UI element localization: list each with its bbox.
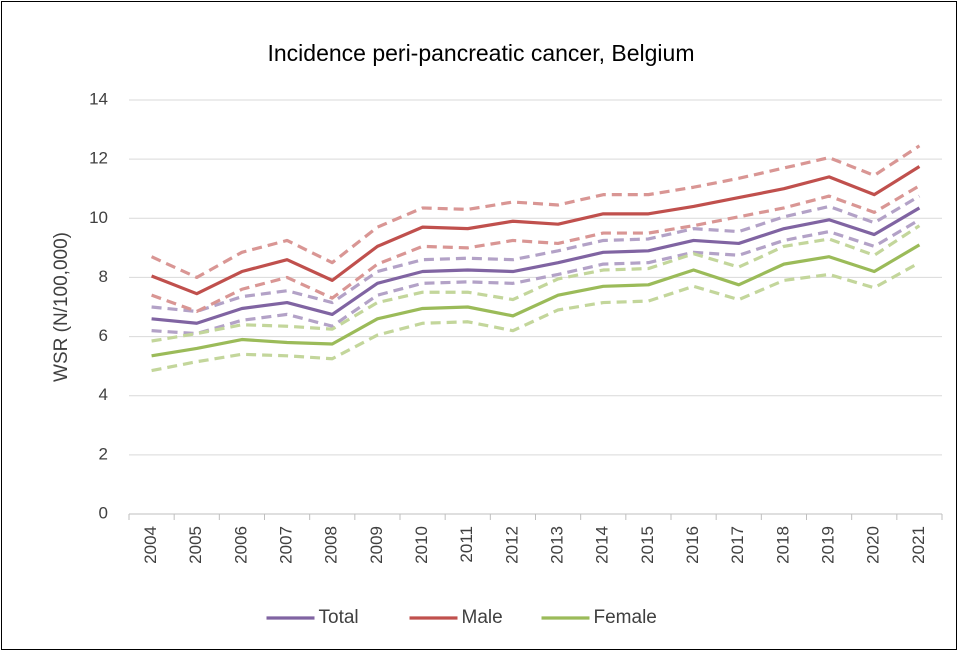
- y-tick-label: 10: [89, 208, 108, 227]
- y-tick-label: 4: [99, 385, 108, 404]
- x-tick-label: 2019: [819, 526, 838, 564]
- ci-line: [151, 224, 921, 343]
- x-tick-label: 2009: [367, 526, 386, 564]
- series-line: [151, 243, 921, 358]
- x-tick-label: 2020: [864, 526, 883, 564]
- x-tick-label: 2011: [457, 526, 476, 563]
- ci-line: [150, 144, 921, 280]
- y-axis-label: WSR (N/100,000): [51, 232, 72, 382]
- legend-label: Female: [594, 607, 657, 628]
- x-tick-label: 2004: [141, 526, 160, 564]
- x-tick-label: 2016: [683, 526, 702, 564]
- y-tick-label: 2: [99, 444, 108, 463]
- y-tick-label: 14: [89, 89, 108, 108]
- x-tick-label: 2005: [186, 526, 205, 564]
- x-tick-label: 2017: [728, 526, 747, 564]
- x-tick-label: 2018: [773, 526, 792, 564]
- ci-line: [151, 218, 921, 336]
- series-line: [151, 206, 921, 325]
- x-tick-label: 2006: [231, 526, 250, 564]
- y-tick-label: 12: [89, 149, 108, 168]
- x-tick-label: 2021: [909, 526, 928, 564]
- x-tick-label: 2012: [502, 526, 521, 564]
- y-tick-label: 6: [99, 326, 108, 345]
- ci-line: [151, 194, 921, 314]
- chart-title: Incidence peri-pancreatic cancer, Belgiu…: [267, 40, 694, 66]
- x-tick-label: 2010: [412, 526, 431, 564]
- ci-line: [151, 261, 921, 373]
- ci-line: [151, 184, 921, 314]
- series-line: [150, 165, 921, 296]
- legend-label: Male: [462, 607, 503, 628]
- y-tick-label: 8: [99, 267, 108, 286]
- x-tick-label: 2008: [322, 526, 341, 564]
- legend-label: Total: [319, 607, 359, 628]
- x-tick-label: 2015: [638, 526, 657, 564]
- x-tick-label: 2014: [593, 526, 612, 564]
- y-tick-label: 0: [99, 503, 108, 522]
- x-tick-label: 2007: [277, 526, 296, 564]
- x-tick-label: 2013: [548, 526, 567, 564]
